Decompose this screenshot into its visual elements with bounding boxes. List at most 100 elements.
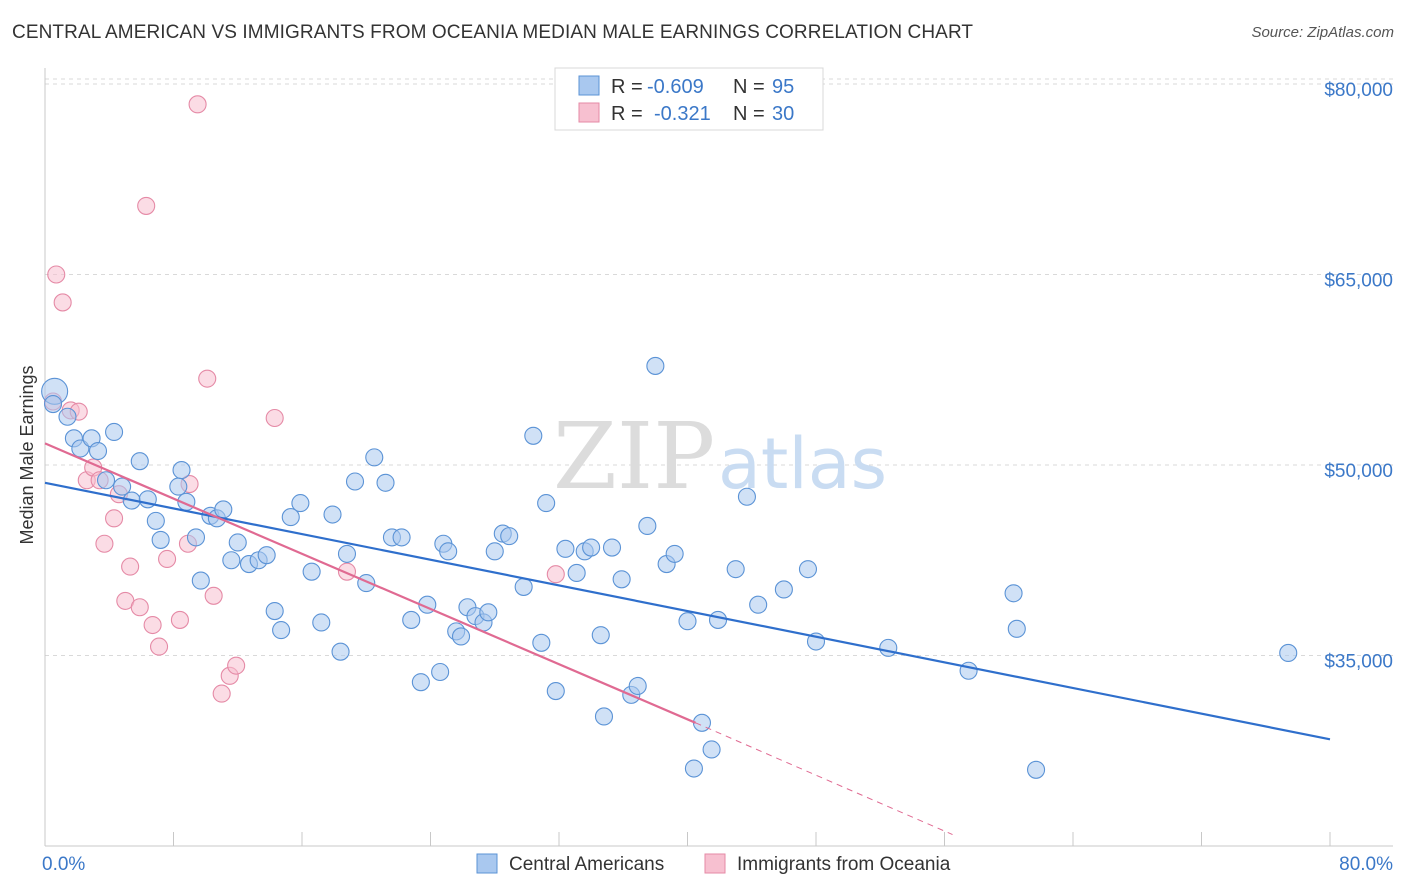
central-american-point-13 [146, 511, 165, 530]
central-american-point-7 [105, 422, 124, 442]
central-american-point-86 [798, 560, 818, 579]
oceania-point-1 [47, 265, 66, 284]
central-american-point-11 [130, 452, 149, 471]
central-american-point-78 [684, 759, 703, 778]
central-american-point-19 [191, 571, 210, 590]
y-tick-label-2: $65,000 [1324, 271, 1393, 292]
central-american-point-43 [402, 610, 421, 629]
central-american-point-62 [546, 682, 565, 701]
watermark-zip: ZIP [553, 403, 715, 510]
legend-box [554, 67, 824, 131]
legend-n-value-2: 30 [772, 103, 794, 125]
legend-bottom-swatch-blue [476, 853, 498, 874]
oceania-point-9 [105, 509, 124, 528]
oceania-point-24 [212, 684, 231, 703]
oceania-point-27 [265, 408, 284, 428]
central-american-point-31 [291, 494, 310, 513]
central-american-point-8 [96, 471, 116, 490]
central-american-point-46 [431, 662, 450, 682]
central-american-point-39 [365, 448, 384, 467]
source-label: Source: ZipAtlas.com [1251, 24, 1394, 41]
central-american-trendline [44, 481, 1331, 741]
central-american-point-67 [591, 626, 610, 645]
central-american-point-18 [186, 528, 206, 547]
central-american-point-24 [228, 533, 247, 552]
central-american-point-61 [537, 494, 556, 513]
central-american-point-16 [172, 461, 191, 480]
oceania-point-26 [227, 656, 246, 675]
y-tick-labels: $35,000 $50,000 $65,000 $80,000 [1324, 80, 1393, 673]
oceania-trendline-extension [695, 722, 953, 836]
central-american-point-9 [113, 477, 132, 496]
central-american-point-48 [439, 542, 458, 561]
legend-n-label-2: N = [733, 103, 765, 125]
central-american-point-4 [71, 439, 90, 458]
x-tick-label-max: 80.0% [1339, 854, 1393, 875]
legend-r-label-1: R = [611, 76, 643, 98]
central-american-point-91 [1007, 619, 1026, 638]
central-american-point-34 [323, 505, 342, 524]
central-american-point-58 [514, 577, 533, 596]
central-american-point-54 [479, 603, 498, 622]
y-tick-label-1: $50,000 [1324, 461, 1393, 482]
central-american-point-63 [556, 539, 575, 558]
central-american-point-84 [749, 595, 768, 614]
axes [44, 68, 1393, 847]
oceania-point-18 [170, 610, 189, 629]
central-american-point-42 [392, 528, 411, 547]
central-american-point-60 [532, 633, 551, 652]
oceania-point-17 [158, 549, 177, 569]
central-american-point-30 [281, 508, 300, 527]
central-american-point-37 [345, 472, 365, 491]
central-american-point-50 [451, 627, 471, 646]
x-tick-label-min: 0.0% [42, 854, 85, 875]
legend-r-value-2: -0.321 [654, 103, 711, 125]
central-american-point-81 [708, 610, 728, 629]
legend-oceania: Immigrants from Oceania [737, 854, 951, 875]
trendlines [44, 442, 1331, 836]
central-american-point-15 [169, 477, 188, 496]
legend-r-value-1: -0.609 [647, 76, 704, 98]
central-american-point-69 [602, 538, 622, 557]
central-american-point-35 [331, 642, 350, 661]
oceania-point-22 [198, 369, 217, 388]
central-american-point-29 [272, 621, 291, 640]
central-american-point-32 [302, 562, 321, 581]
central-american-point-22 [214, 500, 233, 519]
central-american-point-80 [702, 740, 721, 759]
oceania-point-8 [95, 534, 114, 553]
central-american-point-92 [1027, 760, 1046, 779]
central-american-point-76 [665, 544, 684, 563]
central-american-point-28 [265, 601, 284, 621]
central-american-point-64 [567, 563, 586, 583]
oceania-point-12 [121, 557, 140, 576]
central-american-point-77 [678, 612, 697, 631]
central-american-point-6 [88, 441, 108, 461]
legend-swatch-blue [578, 75, 600, 96]
oceania-point-16 [149, 637, 169, 656]
oceania-point-23 [204, 586, 223, 605]
central-american-point-40 [376, 473, 395, 492]
correlation-legend: R = -0.609 N = 95 R = -0.321 N = 30 [554, 67, 824, 131]
central-american-point-36 [337, 544, 357, 563]
central-american-point-68 [594, 707, 614, 726]
y-tick-label-0: $35,000 [1324, 652, 1393, 673]
chart-title: CENTRAL AMERICAN VS IMMIGRANTS FROM OCEA… [12, 22, 974, 43]
central-american-point-88 [879, 638, 898, 657]
legend-n-label-1: N = [733, 76, 765, 98]
legend-central-americans: Central Americans [509, 854, 664, 875]
central-american-point-23 [222, 551, 241, 570]
y-tick-label-3: $80,000 [1324, 80, 1393, 101]
central-american-point-93 [1279, 643, 1298, 663]
central-american-point-85 [774, 580, 793, 599]
legend-swatch-pink [578, 102, 600, 123]
series-legend: Central Americans Immigrants from Oceani… [476, 853, 951, 875]
legend-r-label-2: R = [611, 103, 643, 125]
central-american-point-2 [58, 407, 77, 426]
central-american-point-14 [151, 530, 170, 549]
y-axis-label: Median Male Earnings [17, 365, 37, 544]
central-american-point-72 [628, 676, 647, 696]
oceania-point-2 [53, 293, 72, 312]
legend-bottom-swatch-pink [704, 853, 726, 874]
